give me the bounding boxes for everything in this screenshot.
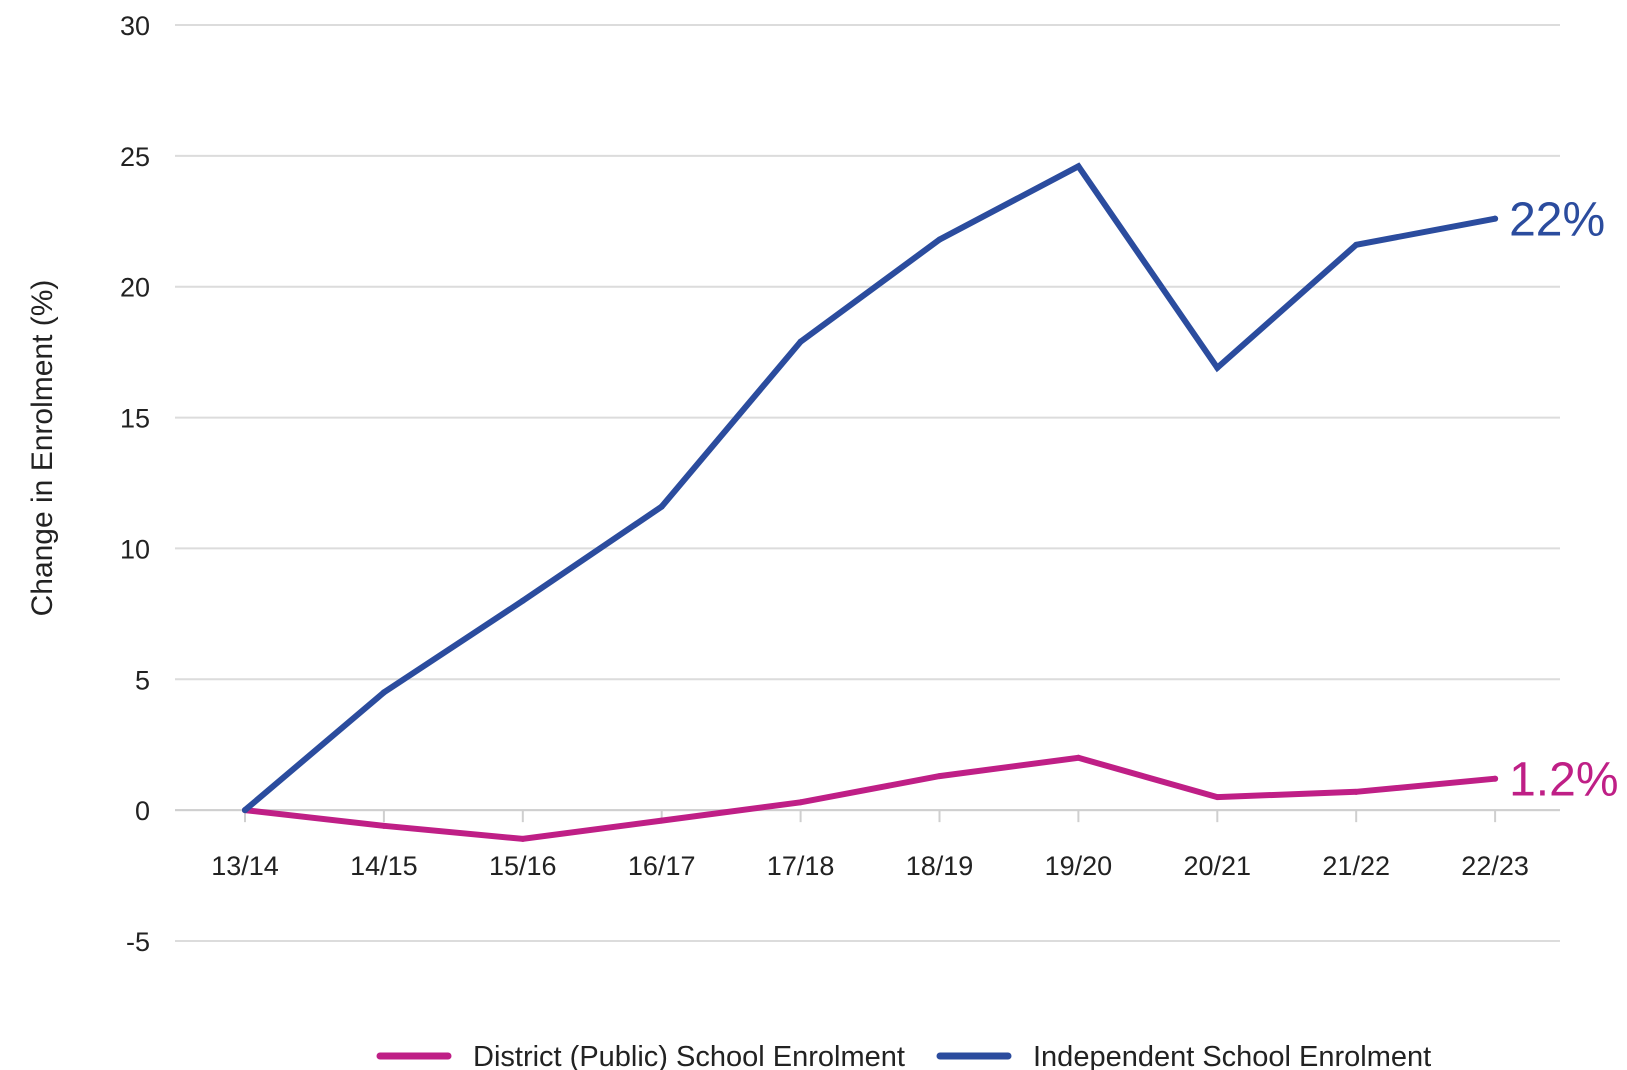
x-tick-label: 21/22 bbox=[1322, 851, 1390, 881]
y-tick-label: 10 bbox=[120, 534, 150, 564]
data-point bbox=[1214, 364, 1221, 371]
data-point bbox=[380, 689, 387, 696]
x-tick-label: 22/23 bbox=[1461, 851, 1529, 881]
data-point bbox=[797, 338, 804, 345]
data-point bbox=[658, 503, 665, 510]
end-label: 22% bbox=[1509, 194, 1605, 247]
series-line-0 bbox=[242, 754, 1499, 842]
data-point bbox=[658, 817, 665, 824]
x-tick-label: 13/14 bbox=[211, 851, 279, 881]
data-point bbox=[1075, 754, 1082, 761]
y-tick-label: 30 bbox=[120, 11, 150, 41]
data-point bbox=[797, 799, 804, 806]
x-tick-label: 16/17 bbox=[628, 851, 696, 881]
data-point bbox=[936, 236, 943, 243]
y-tick-labels: -5 0 5 10 15 20 25 30 bbox=[120, 11, 150, 957]
y-tick-label: 20 bbox=[120, 273, 150, 303]
data-point bbox=[519, 835, 526, 842]
x-tick-label: 19/20 bbox=[1045, 851, 1113, 881]
y-axis-label: Change in Enrolment (%) bbox=[26, 280, 59, 617]
x-tick-label: 20/21 bbox=[1184, 851, 1252, 881]
x-tick-label: 18/19 bbox=[906, 851, 974, 881]
y-tick-label: 25 bbox=[120, 142, 150, 172]
series-lines bbox=[242, 162, 1499, 842]
end-labels: 1.2% 22% bbox=[1509, 194, 1618, 807]
legend: District (Public) School Enrolment Indepe… bbox=[376, 1041, 1431, 1070]
data-point bbox=[242, 807, 248, 814]
series-line-1 bbox=[242, 162, 1499, 814]
data-point bbox=[519, 597, 526, 604]
y-tick-label: 0 bbox=[135, 796, 150, 826]
x-tick-label: 14/15 bbox=[350, 851, 418, 881]
x-tick-label: 15/16 bbox=[489, 851, 557, 881]
y-tick-label: 15 bbox=[120, 404, 150, 434]
data-point bbox=[936, 773, 943, 780]
data-point bbox=[1075, 163, 1082, 170]
data-point bbox=[1353, 241, 1360, 248]
data-point bbox=[1353, 788, 1360, 795]
y-tick-label: -5 bbox=[126, 927, 150, 957]
end-label: 1.2% bbox=[1509, 754, 1618, 807]
data-point bbox=[1492, 775, 1499, 782]
x-axis: 13/14 14/15 15/16 16/17 17/18 18/19 19/20 20/21… bbox=[175, 809, 1560, 881]
gridlines bbox=[175, 24, 1560, 942]
data-point bbox=[380, 822, 387, 829]
x-tick-label: 17/18 bbox=[767, 851, 835, 881]
data-point bbox=[1492, 215, 1499, 222]
data-point bbox=[1214, 794, 1221, 801]
y-tick-label: 5 bbox=[135, 665, 150, 695]
legend-label: Independent School Enrolment bbox=[1033, 1041, 1431, 1070]
legend-label: District (Public) School Enrolment bbox=[473, 1041, 905, 1070]
